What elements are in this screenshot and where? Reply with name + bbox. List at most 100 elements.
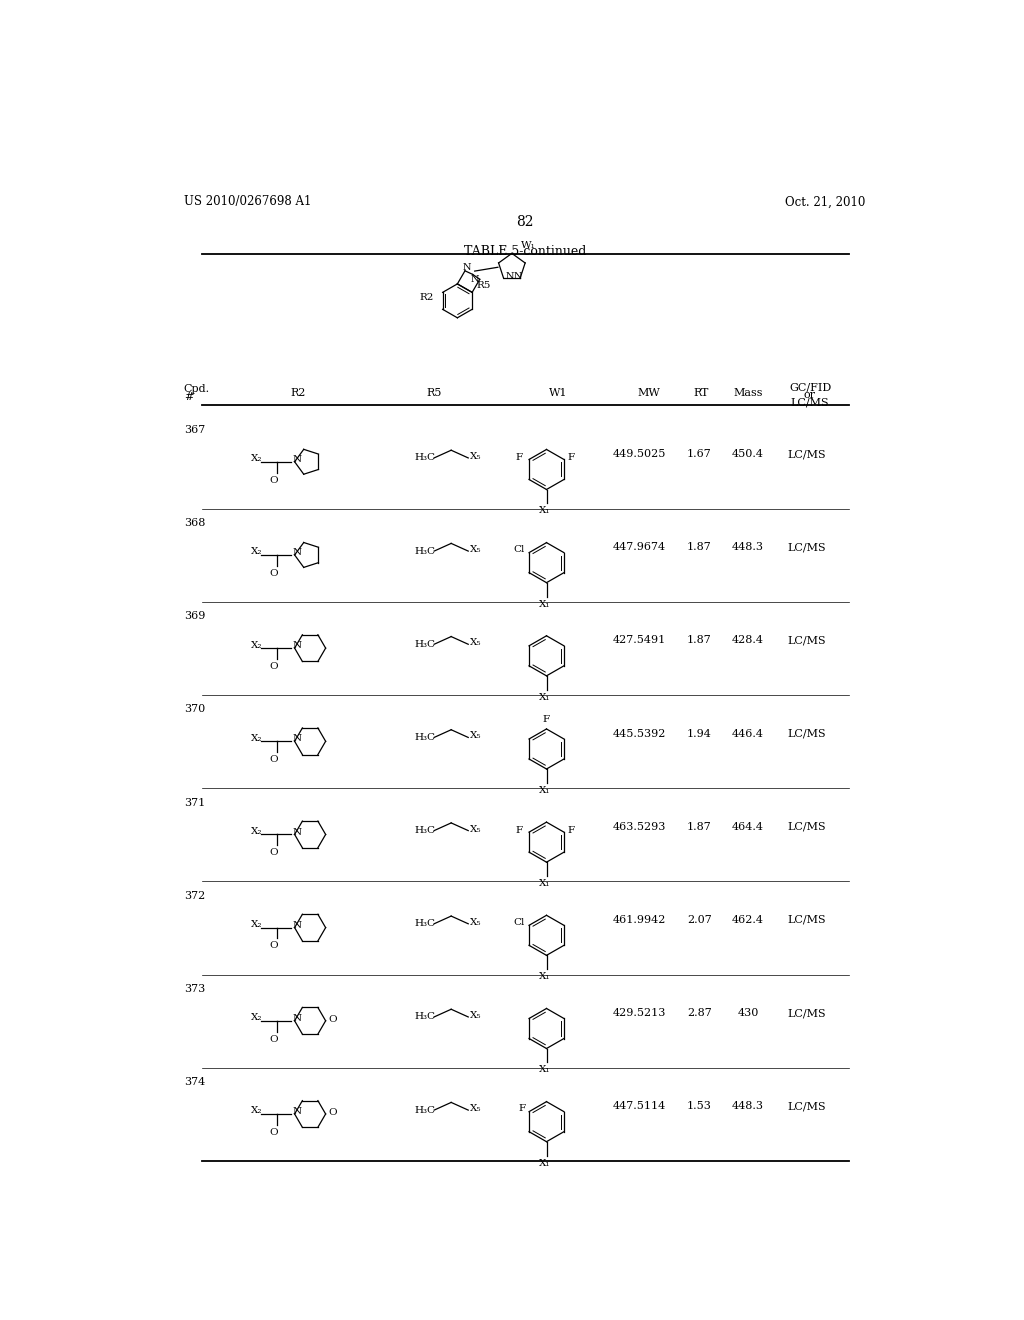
Text: F: F: [516, 826, 523, 836]
Text: 1.87: 1.87: [687, 822, 712, 832]
Text: O: O: [269, 1035, 278, 1044]
Text: 1.53: 1.53: [687, 1101, 712, 1111]
Text: F: F: [568, 826, 574, 836]
Text: O: O: [269, 663, 278, 671]
Text: 430: 430: [737, 1008, 759, 1018]
Text: X₅: X₅: [470, 639, 481, 647]
Text: 462.4: 462.4: [732, 915, 764, 925]
Text: H₃C: H₃C: [415, 1012, 436, 1022]
Text: LC/MS: LC/MS: [787, 1101, 826, 1111]
Text: 428.4: 428.4: [732, 635, 764, 645]
Text: 429.5213: 429.5213: [612, 1008, 667, 1018]
Text: TABLE 5-continued: TABLE 5-continued: [464, 244, 586, 257]
Text: O: O: [328, 1015, 337, 1024]
Text: N: N: [292, 1014, 301, 1023]
Text: 463.5293: 463.5293: [612, 822, 667, 832]
Text: N: N: [514, 272, 522, 281]
Text: N: N: [292, 828, 301, 837]
Text: X₁: X₁: [540, 1159, 551, 1168]
Text: 2.07: 2.07: [687, 915, 712, 925]
Text: W1: W1: [549, 388, 567, 397]
Text: H₃C: H₃C: [415, 640, 436, 648]
Text: Cpd.: Cpd.: [183, 384, 210, 393]
Text: 367: 367: [183, 425, 205, 434]
Text: R5: R5: [476, 281, 490, 289]
Text: 1.87: 1.87: [687, 635, 712, 645]
Text: H₃C: H₃C: [415, 546, 436, 556]
Text: X₅: X₅: [470, 917, 481, 927]
Text: W₁: W₁: [521, 240, 536, 249]
Text: LC/MS: LC/MS: [787, 729, 826, 739]
Text: X₁: X₁: [540, 785, 551, 795]
Text: 448.3: 448.3: [732, 1101, 764, 1111]
Text: 1.67: 1.67: [687, 449, 712, 459]
Text: 450.4: 450.4: [732, 449, 764, 459]
Text: 2.87: 2.87: [687, 1008, 712, 1018]
Text: 447.5114: 447.5114: [613, 1101, 667, 1111]
Text: O: O: [269, 569, 278, 578]
Text: LC/MS: LC/MS: [791, 397, 829, 408]
Text: X₅: X₅: [470, 825, 481, 833]
Text: X₁: X₁: [540, 973, 551, 981]
Text: 449.5025: 449.5025: [612, 449, 667, 459]
Text: 445.5392: 445.5392: [612, 729, 667, 739]
Text: 464.4: 464.4: [732, 822, 764, 832]
Text: X₂: X₂: [251, 734, 262, 743]
Text: LC/MS: LC/MS: [787, 635, 826, 645]
Text: X₅: X₅: [470, 545, 481, 554]
Text: N: N: [471, 275, 479, 284]
Text: Cl: Cl: [513, 917, 524, 927]
Text: N: N: [505, 272, 514, 281]
Text: LC/MS: LC/MS: [787, 1008, 826, 1018]
Text: LC/MS: LC/MS: [787, 822, 826, 832]
Text: RT: RT: [694, 388, 710, 397]
Text: 371: 371: [183, 797, 205, 808]
Text: O: O: [269, 941, 278, 950]
Text: US 2010/0267698 A1: US 2010/0267698 A1: [183, 195, 311, 209]
Text: F: F: [516, 454, 523, 462]
Text: F: F: [568, 454, 574, 462]
Text: 82: 82: [516, 215, 534, 230]
Text: X₅: X₅: [470, 1011, 481, 1020]
Text: 447.9674: 447.9674: [613, 543, 666, 552]
Text: N: N: [462, 263, 471, 272]
Text: X₂: X₂: [251, 826, 262, 836]
Text: X₁: X₁: [540, 693, 551, 702]
Text: X₂: X₂: [251, 920, 262, 929]
Text: H₃C: H₃C: [415, 826, 436, 836]
Text: N: N: [292, 642, 301, 651]
Text: X₂: X₂: [251, 1106, 262, 1115]
Text: X₁: X₁: [540, 599, 551, 609]
Text: GC/FID: GC/FID: [788, 383, 831, 392]
Text: Oct. 21, 2010: Oct. 21, 2010: [785, 195, 866, 209]
Text: 1.94: 1.94: [687, 729, 712, 739]
Text: X₂: X₂: [251, 548, 262, 556]
Text: 446.4: 446.4: [732, 729, 764, 739]
Text: X₂: X₂: [251, 1014, 262, 1022]
Text: N: N: [292, 734, 301, 743]
Text: H₃C: H₃C: [415, 919, 436, 928]
Text: N: N: [292, 548, 301, 557]
Text: N: N: [292, 921, 301, 929]
Text: O: O: [328, 1107, 337, 1117]
Text: X₁: X₁: [540, 879, 551, 888]
Text: 461.9942: 461.9942: [612, 915, 667, 925]
Text: 448.3: 448.3: [732, 543, 764, 552]
Text: X₂: X₂: [251, 454, 262, 463]
Text: X₂: X₂: [251, 640, 262, 649]
Text: MW: MW: [637, 388, 660, 397]
Text: 370: 370: [183, 705, 205, 714]
Text: 427.5491: 427.5491: [613, 635, 667, 645]
Text: N: N: [292, 455, 301, 463]
Text: O: O: [269, 849, 278, 857]
Text: or: or: [804, 391, 816, 400]
Text: 1.87: 1.87: [687, 543, 712, 552]
Text: 368: 368: [183, 517, 205, 528]
Text: #: #: [183, 392, 194, 401]
Text: LC/MS: LC/MS: [787, 449, 826, 459]
Text: O: O: [269, 475, 278, 484]
Text: O: O: [269, 755, 278, 764]
Text: X₁: X₁: [540, 507, 551, 515]
Text: H₃C: H₃C: [415, 1106, 436, 1114]
Text: 369: 369: [183, 611, 205, 622]
